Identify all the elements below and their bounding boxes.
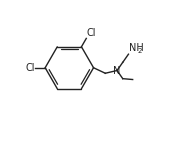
Text: NH: NH [129,43,144,53]
Text: Cl: Cl [87,28,96,38]
Text: N: N [113,66,121,75]
Text: Cl: Cl [25,63,35,73]
Text: 2: 2 [138,48,142,54]
